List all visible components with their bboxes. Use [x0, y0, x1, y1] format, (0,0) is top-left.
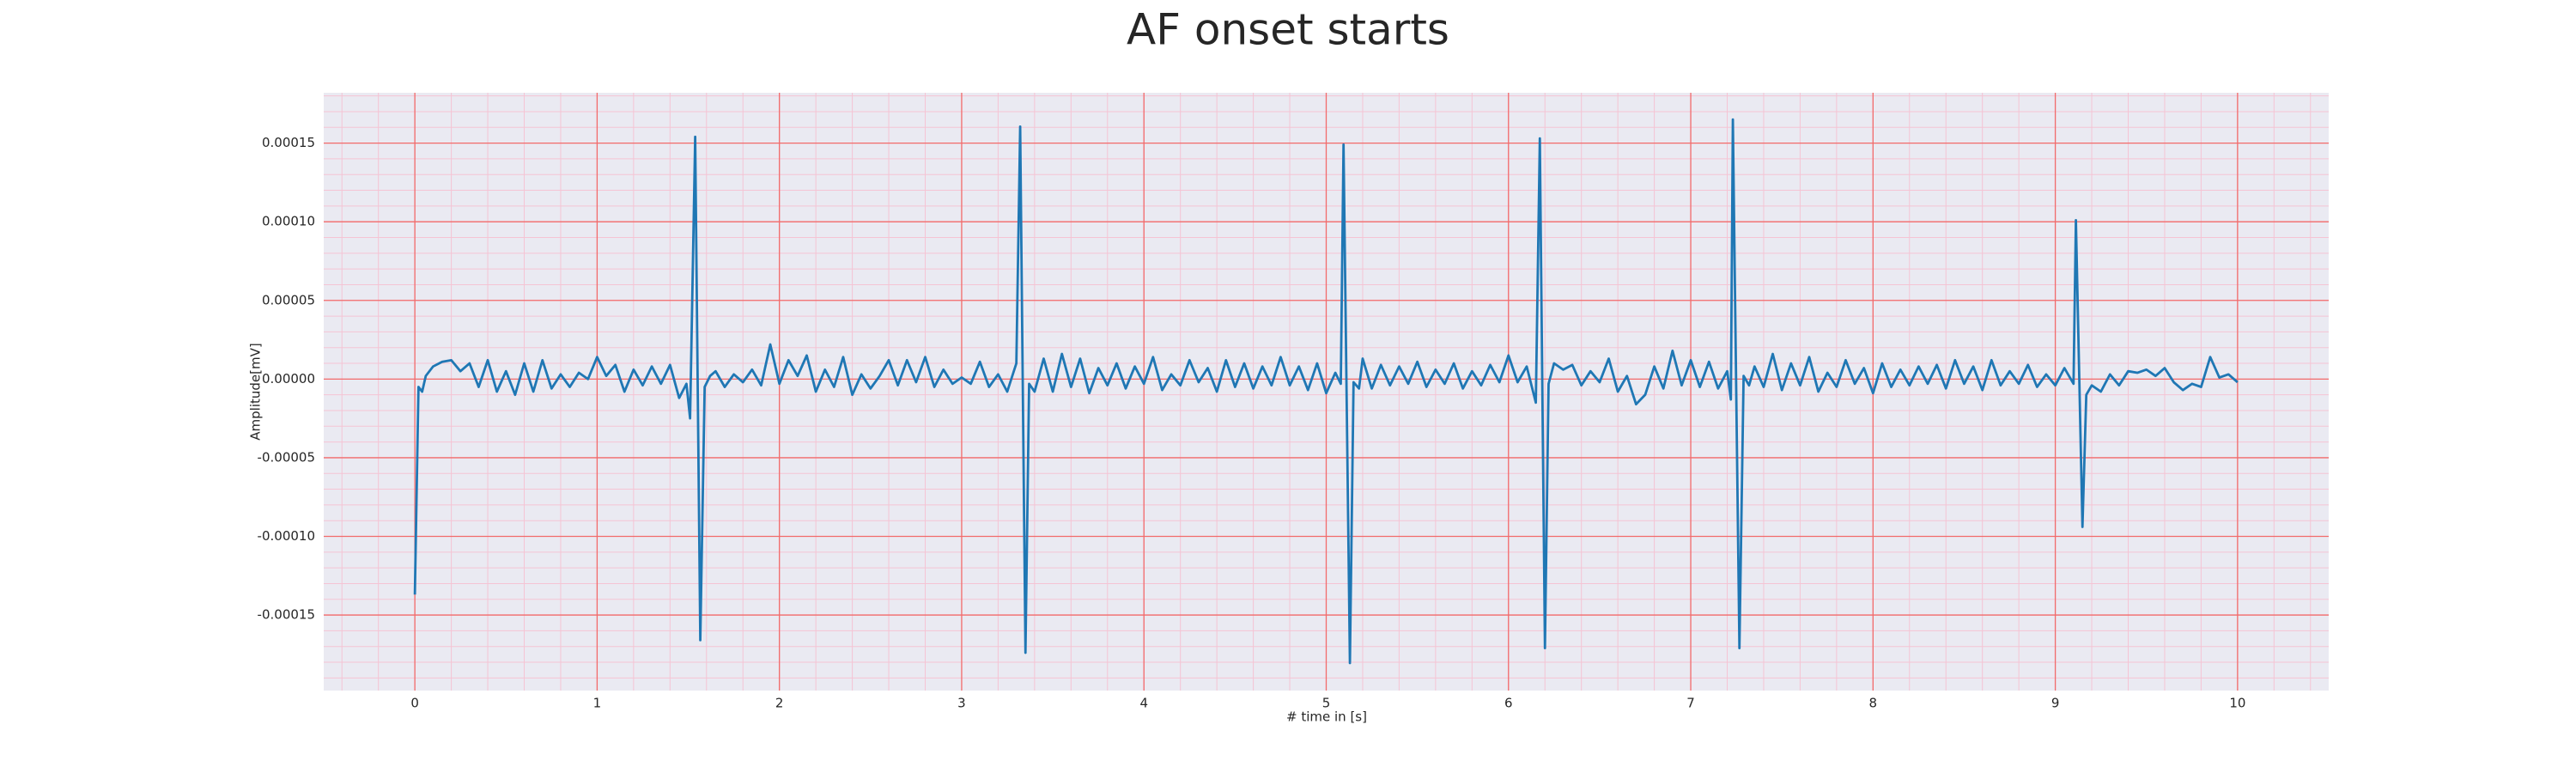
y-tick-label: 0.00005 [262, 292, 315, 307]
y-tick-label: 0.00015 [262, 135, 315, 150]
x-tick-label: 0 [410, 696, 419, 711]
y-tick-label: -0.00005 [258, 449, 315, 465]
y-tick-label: 0.00010 [262, 214, 315, 229]
chart-title: AF onset starts [1127, 5, 1449, 55]
x-tick-label: 8 [1869, 696, 1878, 711]
x-tick-label: 5 [1322, 696, 1331, 711]
y-tick-label: -0.00015 [258, 607, 315, 623]
y-tick-label: -0.00010 [258, 528, 315, 544]
y-tick-label: 0.00000 [262, 371, 315, 386]
x-tick-label: 2 [775, 696, 784, 711]
x-tick-label: 4 [1139, 696, 1148, 711]
x-tick-label: 7 [1686, 696, 1695, 711]
ecg-line [413, 118, 2239, 665]
y-axis-label: Amplitude[mV] [248, 343, 264, 440]
x-tick-label: 6 [1504, 696, 1513, 711]
x-tick-label: 9 [2051, 696, 2060, 711]
x-tick-label: 3 [957, 696, 966, 711]
x-axis-label: # time in [s] [1286, 709, 1367, 725]
x-tick-label: 10 [2229, 696, 2245, 711]
x-tick-label: 1 [593, 696, 602, 711]
